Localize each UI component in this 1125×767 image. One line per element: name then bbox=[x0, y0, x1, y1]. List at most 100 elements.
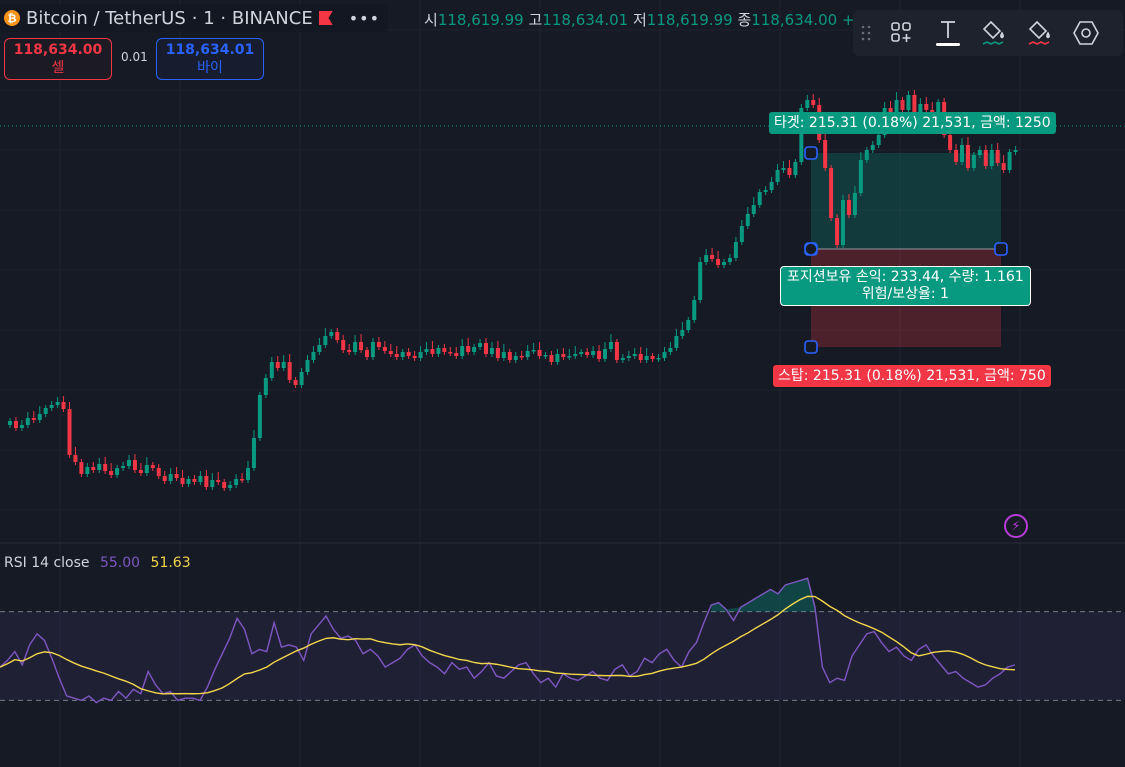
fill-color-2-icon[interactable] bbox=[1017, 10, 1063, 56]
candle bbox=[585, 352, 590, 355]
rsi-line bbox=[0, 577, 1016, 704]
candle bbox=[811, 100, 816, 105]
candle bbox=[454, 353, 459, 356]
candle bbox=[460, 346, 465, 356]
candle bbox=[311, 352, 316, 360]
settings-hexagon-icon[interactable] bbox=[1063, 10, 1109, 56]
candle bbox=[805, 100, 810, 108]
candle bbox=[716, 259, 721, 265]
close-label: 종 bbox=[737, 11, 752, 29]
flag-icon[interactable] bbox=[318, 11, 333, 25]
candle bbox=[965, 145, 970, 168]
candle bbox=[365, 350, 369, 357]
candle bbox=[519, 356, 524, 358]
candle bbox=[656, 358, 661, 360]
candle bbox=[846, 200, 851, 215]
candle bbox=[573, 354, 578, 356]
candle bbox=[8, 421, 12, 425]
candle bbox=[174, 474, 179, 478]
candle bbox=[971, 155, 976, 168]
drag-handle-icon[interactable] bbox=[853, 10, 879, 56]
lightning-icon[interactable]: ⚡ bbox=[1004, 514, 1028, 538]
candle bbox=[537, 350, 542, 356]
candle bbox=[73, 455, 78, 462]
open-value: 118,619.99 bbox=[437, 11, 524, 29]
candle bbox=[246, 468, 250, 480]
candle bbox=[489, 348, 494, 354]
candle bbox=[597, 351, 602, 359]
candle bbox=[13, 421, 18, 428]
candle bbox=[507, 352, 512, 360]
candle bbox=[204, 476, 209, 487]
candle bbox=[745, 214, 750, 226]
candle bbox=[775, 170, 780, 182]
candle bbox=[394, 354, 399, 357]
candle bbox=[210, 480, 215, 487]
candle bbox=[216, 480, 221, 482]
target-label[interactable]: 타겟: 215.31 (0.18%) 21,531, 금액: 1250 bbox=[769, 112, 1056, 134]
candle bbox=[19, 425, 24, 428]
candle bbox=[900, 100, 905, 110]
more-options-icon[interactable]: ••• bbox=[348, 8, 381, 28]
pnl-line: 포지션보유 손익: 233.44, 수량: 1.161 bbox=[787, 269, 1024, 285]
symbol-header[interactable]: ₿ Bitcoin / TetherUS · 1 · BINANCE ••• bbox=[0, 4, 389, 32]
rsi-value: 55.00 bbox=[99, 555, 141, 571]
candle bbox=[680, 330, 685, 336]
candle bbox=[144, 465, 149, 473]
low-label: 저 bbox=[632, 11, 647, 29]
sell-price: 118,634.00 bbox=[13, 42, 103, 58]
rsi-legend[interactable]: RSI 14 close 55.00 51.63 bbox=[4, 555, 191, 571]
interval-exchange: · 1 · BINANCE bbox=[191, 7, 313, 29]
candle bbox=[692, 300, 697, 320]
candle bbox=[513, 356, 518, 360]
candle bbox=[757, 192, 762, 205]
sell-label: 셀 bbox=[51, 60, 65, 76]
low-value: 118,619.99 bbox=[646, 11, 733, 29]
candle bbox=[263, 378, 268, 395]
position-pnl-label[interactable]: 포지션보유 손익: 233.44, 수량: 1.161 위험/보상율: 1 bbox=[780, 266, 1031, 306]
candle bbox=[115, 468, 120, 475]
candle bbox=[359, 342, 364, 350]
candle bbox=[67, 409, 72, 455]
candle bbox=[739, 226, 744, 242]
position-handle bbox=[804, 146, 818, 160]
candle bbox=[870, 145, 875, 150]
candle bbox=[406, 352, 411, 356]
close-value: 118,634.00 bbox=[751, 11, 838, 29]
candle bbox=[614, 342, 619, 360]
candle bbox=[864, 150, 869, 160]
candle bbox=[91, 467, 96, 470]
position-handle bbox=[994, 242, 1008, 256]
rsi-ma-value: 51.63 bbox=[150, 555, 191, 571]
candle bbox=[192, 479, 197, 482]
add-widget-icon[interactable] bbox=[879, 10, 925, 56]
candle bbox=[49, 405, 54, 408]
candle bbox=[977, 150, 982, 155]
candle bbox=[603, 349, 607, 359]
candle bbox=[662, 352, 667, 358]
candle bbox=[329, 332, 334, 336]
candle bbox=[61, 402, 66, 409]
candle bbox=[936, 102, 941, 118]
candle bbox=[906, 95, 911, 110]
fill-color-icon[interactable] bbox=[971, 10, 1017, 56]
candle bbox=[400, 352, 405, 357]
candle bbox=[341, 340, 346, 350]
candle bbox=[698, 262, 703, 300]
buy-button[interactable]: 118,634.01 바이 bbox=[156, 38, 264, 80]
symbol-name[interactable]: Bitcoin / TetherUS bbox=[26, 7, 186, 29]
candle bbox=[43, 408, 48, 414]
candle bbox=[269, 362, 274, 378]
candle bbox=[335, 332, 340, 340]
rsi-band bbox=[0, 611, 1125, 701]
candle bbox=[79, 462, 84, 474]
stop-label[interactable]: 스탑: 215.31 (0.18%) 21,531, 금액: 750 bbox=[773, 365, 1051, 387]
candle bbox=[430, 349, 435, 354]
sell-button[interactable]: 118,634.00 셀 bbox=[4, 38, 112, 80]
candle bbox=[1013, 150, 1018, 152]
candle bbox=[162, 476, 167, 481]
rsi-name: RSI 14 close bbox=[4, 555, 90, 571]
ohlc-readout: 시118,619.99 고118,634.01 저118,619.99 종118… bbox=[424, 9, 874, 30]
text-tool-icon[interactable] bbox=[925, 10, 971, 56]
candle bbox=[727, 258, 732, 262]
